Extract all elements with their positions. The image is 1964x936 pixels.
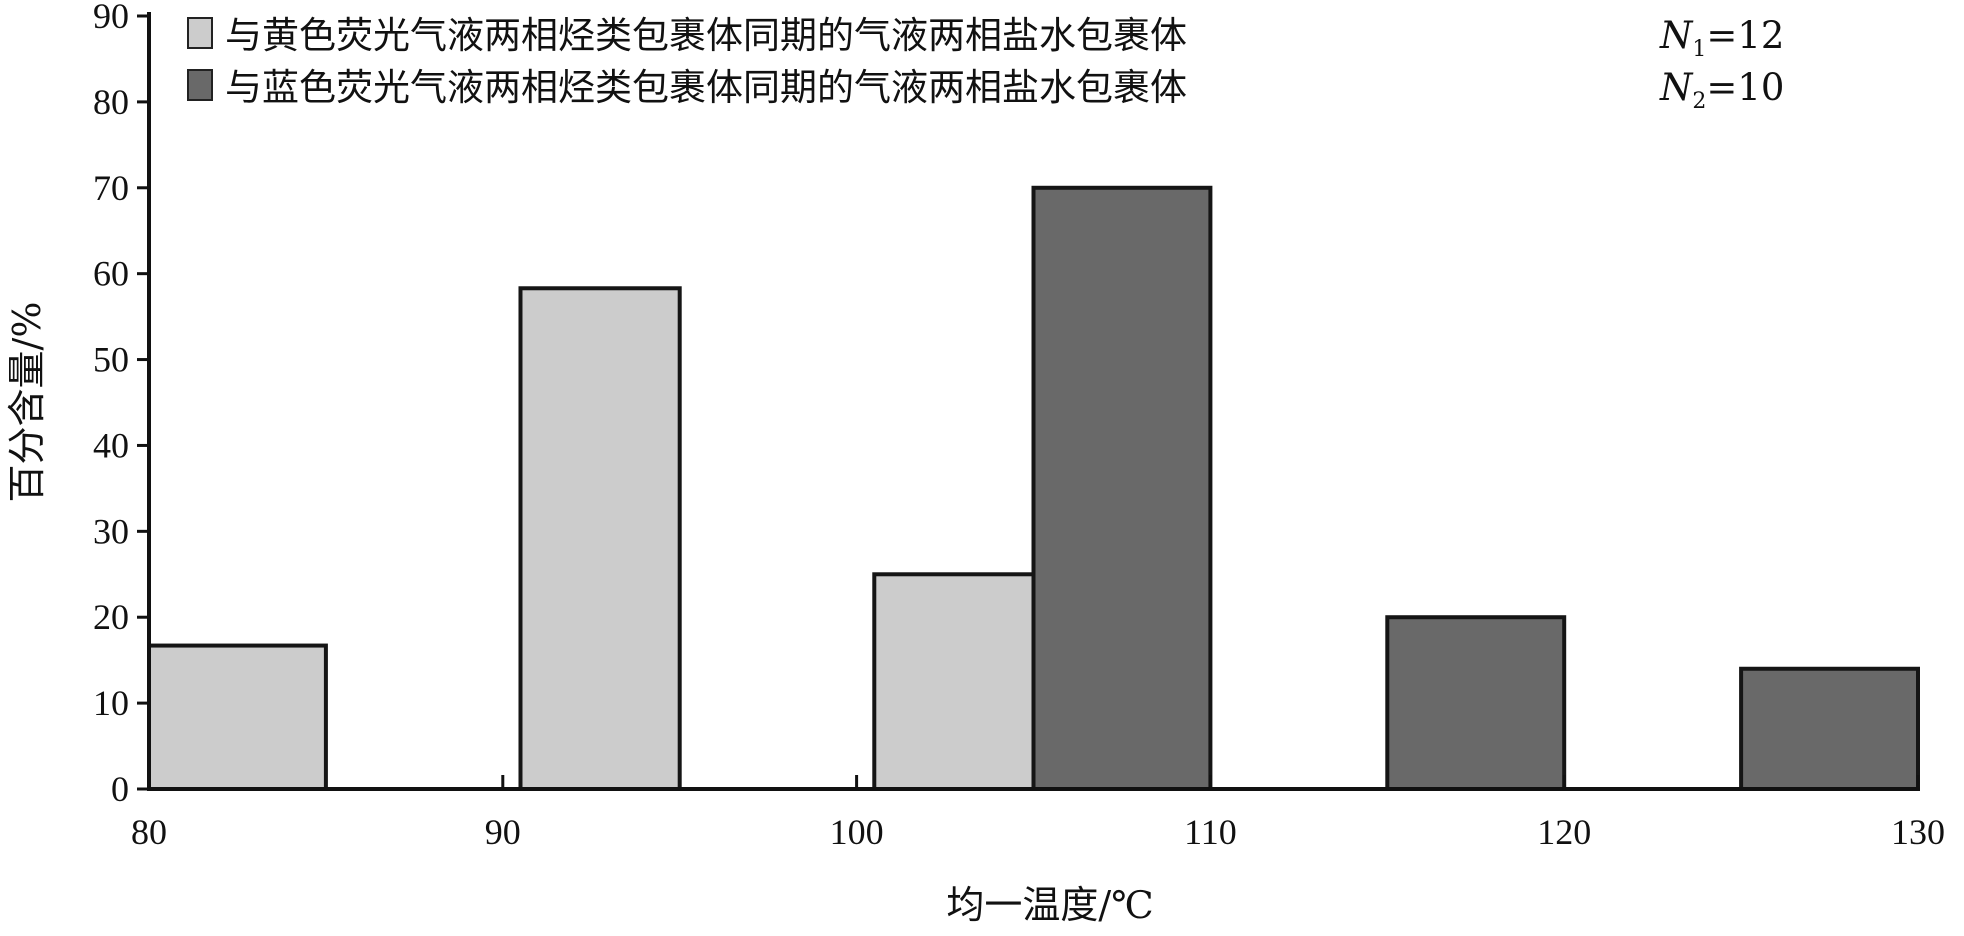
bar-series2-2	[1385, 615, 1567, 791]
x-tick-label: 100	[830, 812, 884, 852]
legend-count-2: N2=10	[1659, 66, 1784, 114]
legend-label-1: 与黄色荧光气液两相烃类包裹体同期的气液两相盐水包裹体	[225, 14, 1187, 57]
x-tick-label: 90	[485, 812, 521, 852]
bar-series1-2	[518, 286, 682, 791]
y-tick-label: 70	[93, 168, 129, 208]
x-axis-label: 均一温度/℃	[946, 883, 1153, 927]
legend-swatch-1	[187, 17, 213, 49]
legend-swatch-2	[187, 69, 213, 101]
x-tick-label: 80	[131, 812, 167, 852]
y-tick-label: 60	[93, 254, 129, 294]
legend-count-1: N1=12	[1659, 14, 1784, 62]
y-tick-label: 20	[93, 597, 129, 637]
axes-group: 80 90 100 110 120 130 0 10 20 30 40 50 60 70 80 90	[93, 0, 1945, 852]
x-tick-label: 110	[1184, 812, 1237, 852]
bars-group	[147, 185, 1920, 791]
y-tick-label: 0	[111, 769, 129, 809]
y-tick-label: 30	[93, 511, 129, 551]
x-tick-label: 120	[1537, 812, 1591, 852]
y-axis-label: 百分含量/%	[5, 302, 49, 503]
y-tick-label: 10	[93, 683, 129, 723]
y-tick-label: 90	[93, 0, 129, 36]
y-tick-label: 40	[93, 425, 129, 465]
y-tick-label: 80	[93, 82, 129, 122]
bar-series1-3	[872, 572, 1036, 791]
bar-series2-1	[1031, 185, 1213, 791]
x-tick-label: 130	[1891, 812, 1945, 852]
bar-series1-1	[147, 643, 328, 791]
legend: 与黄色荧光气液两相烃类包裹体同期的气液两相盐水包裹体 N1=12 与蓝色荧光气液两相…	[187, 14, 1784, 114]
y-tick-label: 50	[93, 340, 129, 380]
legend-label-2: 与蓝色荧光气液两相烃类包裹体同期的气液两相盐水包裹体	[225, 66, 1187, 109]
bar-series2-3	[1739, 666, 1920, 791]
